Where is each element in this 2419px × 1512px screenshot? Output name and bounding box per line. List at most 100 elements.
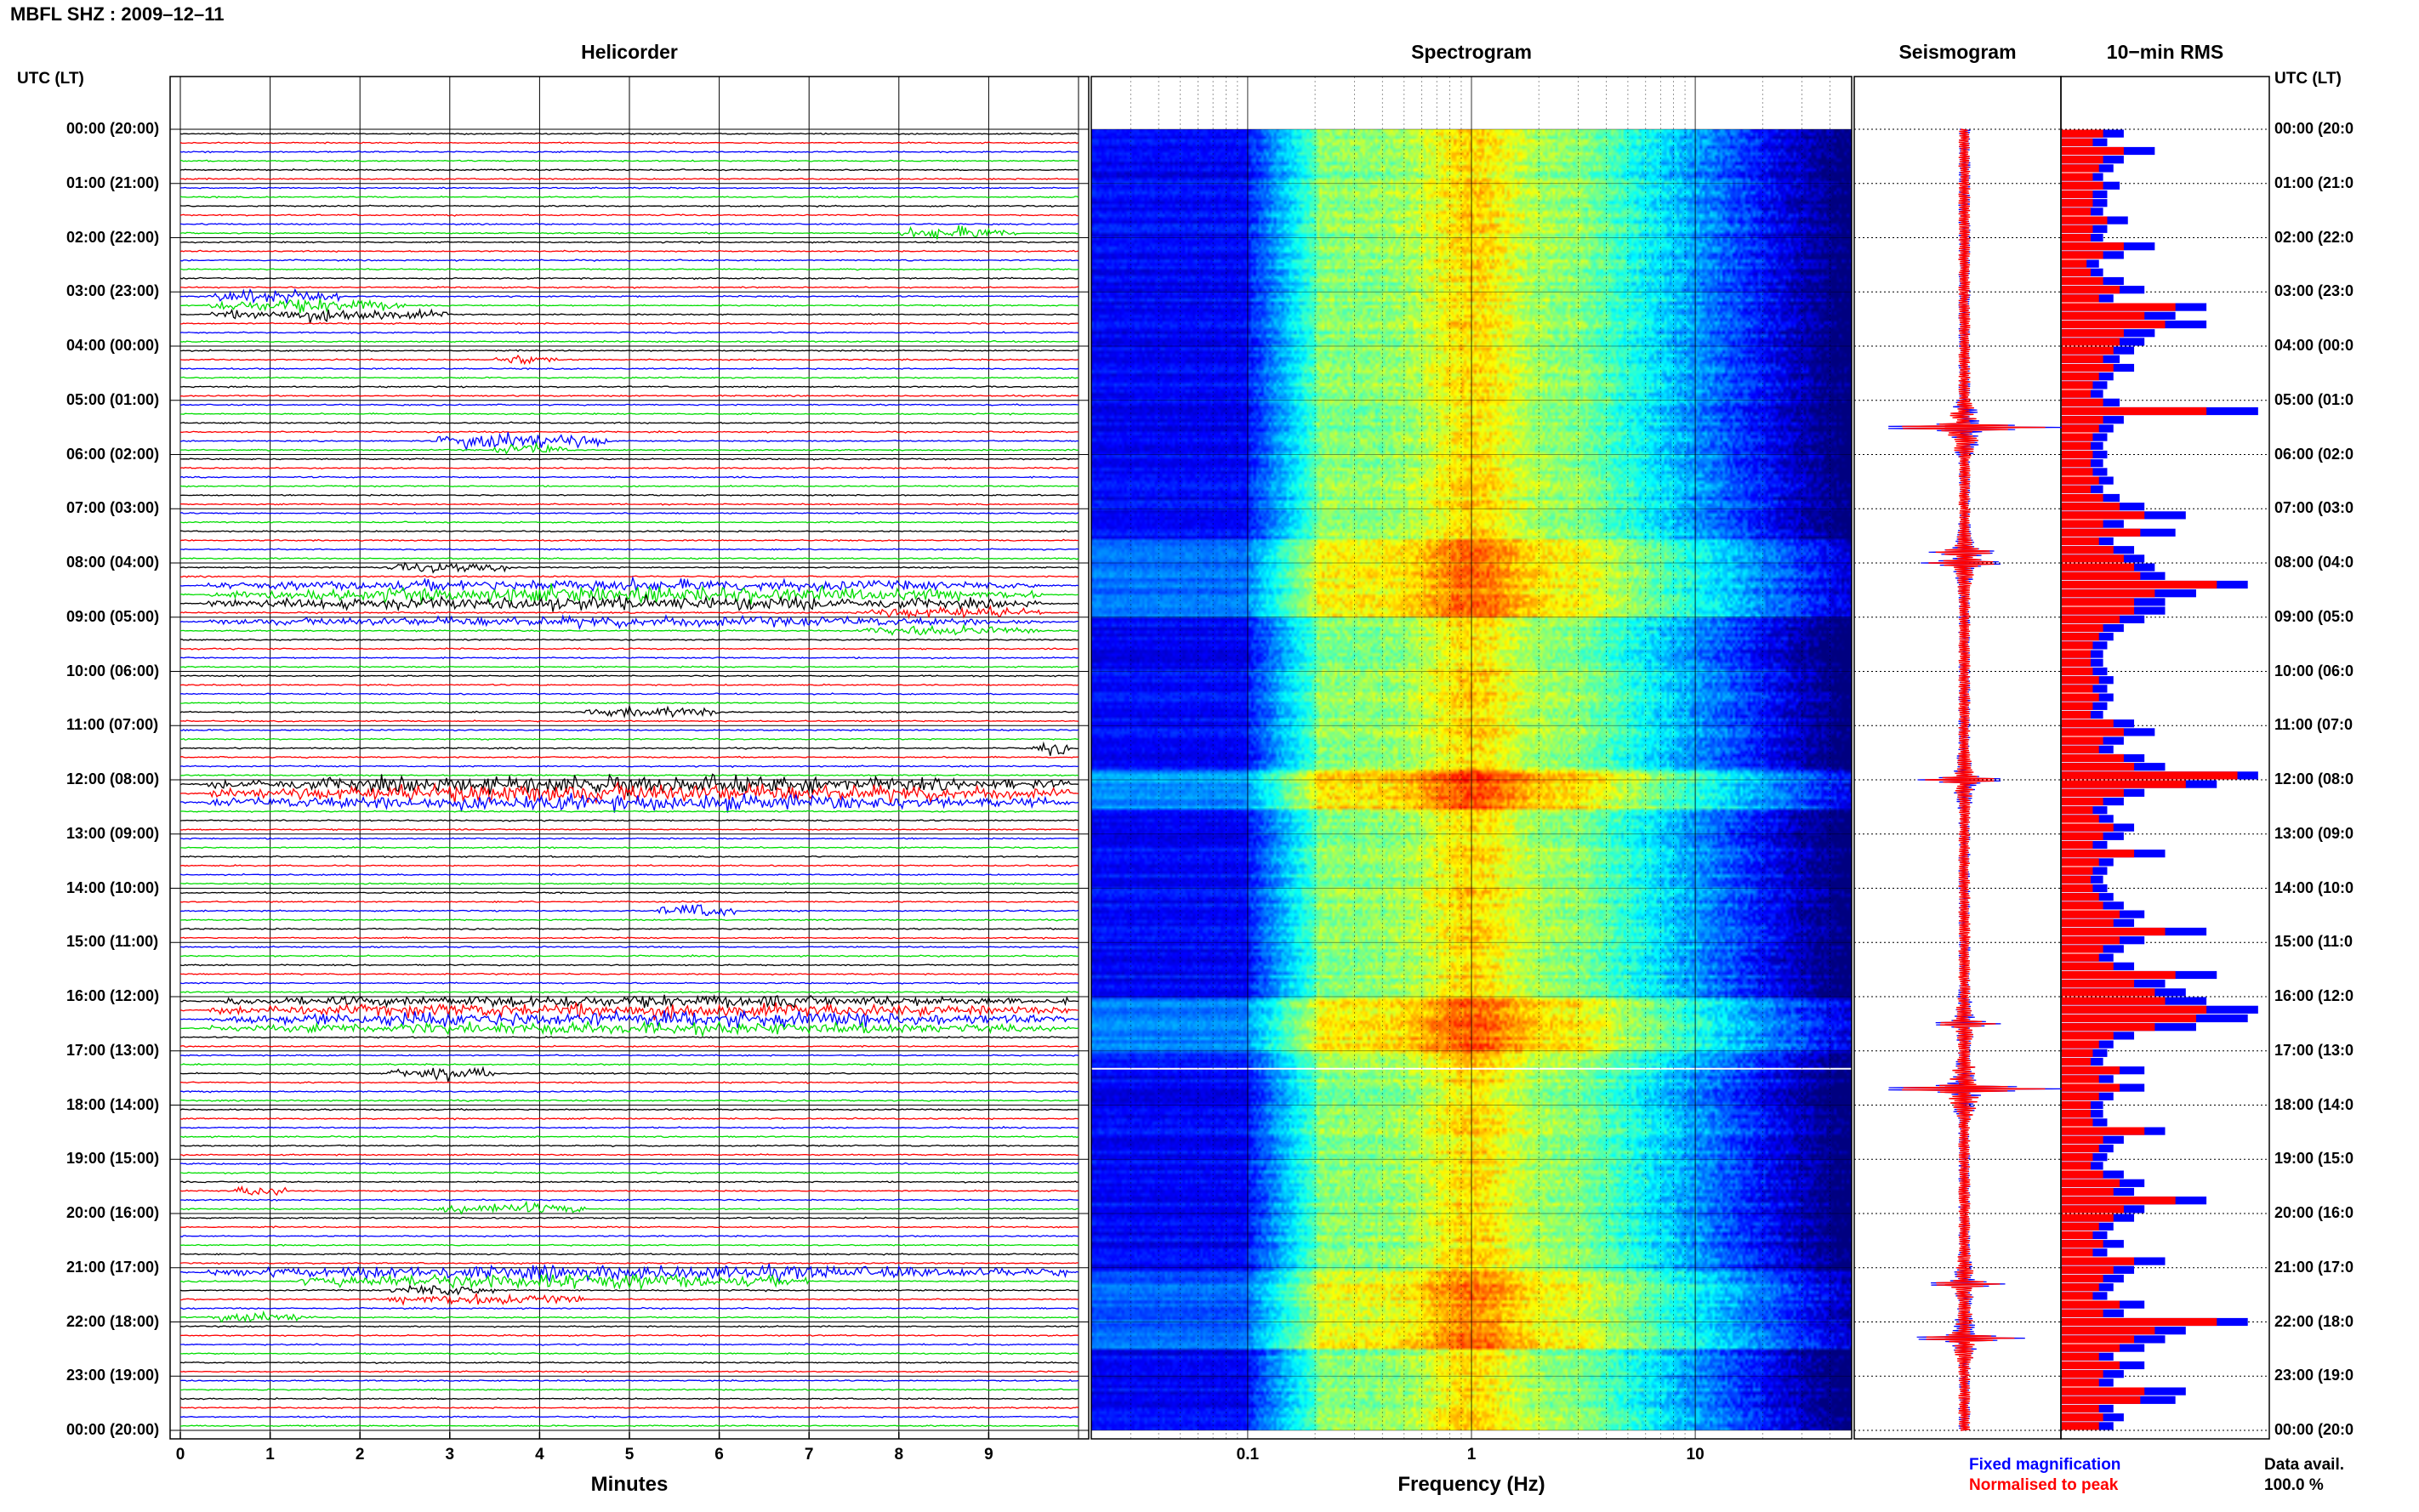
rms-bar-normalised bbox=[2062, 1118, 2093, 1127]
rms-bar-normalised bbox=[2062, 433, 2093, 441]
helicorder-trace bbox=[179, 432, 1079, 452]
rms-bar-normalised bbox=[2062, 1066, 2120, 1075]
helicorder-trace bbox=[179, 1325, 1079, 1328]
time-label-left: 10:00 (06:00) bbox=[66, 662, 160, 679]
rms-bar-normalised bbox=[2062, 901, 2103, 910]
rms-bar-normalised bbox=[2062, 1153, 2093, 1162]
time-label-right: 18:00 (14:0 bbox=[2274, 1095, 2354, 1113]
time-label-left: 08:00 (04:00) bbox=[66, 554, 160, 571]
helicorder-trace bbox=[179, 458, 1079, 461]
helicorder-tick-label: 2 bbox=[355, 1446, 365, 1464]
helicorder-trace bbox=[179, 538, 1079, 543]
helicorder-trace bbox=[179, 1388, 1079, 1391]
helicorder-trace bbox=[179, 793, 1079, 813]
time-label-right: 04:00 (00:0 bbox=[2274, 337, 2354, 354]
axis-ticks bbox=[179, 1432, 990, 1439]
rms-bar-normalised bbox=[2062, 1361, 2120, 1370]
helicorder-trace bbox=[179, 1397, 1079, 1401]
helicorder-trace bbox=[179, 1406, 1079, 1410]
helicorder-trace bbox=[179, 945, 1079, 949]
rms-bar-normalised bbox=[2062, 251, 2103, 259]
time-label-left: 03:00 (23:00) bbox=[66, 282, 160, 300]
helicorder-trace bbox=[179, 222, 1079, 226]
rms-bar-normalised bbox=[2062, 1144, 2099, 1153]
rms-bar-normalised bbox=[2062, 615, 2120, 623]
rms-bar-normalised bbox=[2062, 138, 2093, 146]
rms-bar-normalised bbox=[2062, 850, 2135, 858]
helicorder-trace bbox=[179, 1108, 1079, 1111]
time-label-right: 22:00 (18:0 bbox=[2274, 1312, 2354, 1330]
time-label-left: 06:00 (02:00) bbox=[66, 445, 160, 463]
helicorder-trace bbox=[179, 855, 1079, 859]
rms-bar-normalised bbox=[2062, 858, 2099, 867]
rms-bar-normalised bbox=[2062, 606, 2135, 615]
helicorder-trace bbox=[179, 604, 1079, 620]
helicorder-trace bbox=[179, 827, 1079, 832]
utc-header-left: UTC (LT) bbox=[17, 70, 84, 88]
time-label-right: 11:00 (07:0 bbox=[2274, 716, 2354, 734]
helicorder-trace bbox=[179, 1180, 1079, 1184]
rms-bar-normalised bbox=[2062, 1162, 2092, 1170]
rms-bar-normalised bbox=[2062, 1205, 2124, 1214]
legend-normalised-to-peak: Normalised to peak bbox=[1969, 1476, 2119, 1494]
rms-bar-normalised bbox=[2062, 1005, 2207, 1014]
helicorder-trace bbox=[179, 1002, 1079, 1020]
helicorder-trace bbox=[179, 1284, 1079, 1296]
rms-frame bbox=[2060, 76, 2270, 1440]
helicorder-trace bbox=[179, 249, 1079, 253]
helicorder-trace bbox=[179, 1090, 1079, 1094]
helicorder-trace bbox=[179, 927, 1079, 931]
rms-bar-normalised bbox=[2062, 338, 2120, 346]
helicorder-x-axis-label: Minutes bbox=[590, 1473, 669, 1496]
spectrogram-title: Spectrogram bbox=[1411, 41, 1532, 63]
helicorder-trace bbox=[179, 475, 1079, 479]
helicorder-trace bbox=[179, 703, 1079, 719]
rms-bar-normalised bbox=[2062, 763, 2135, 771]
rms-bar-normalised bbox=[2062, 702, 2093, 710]
rms-bar-normalised bbox=[2062, 1240, 2103, 1248]
helicorder-trace bbox=[179, 307, 1079, 324]
helicorder-trace bbox=[179, 530, 1079, 533]
helicorder-trace bbox=[179, 755, 1079, 759]
helicorder-trace bbox=[179, 1216, 1079, 1219]
rms-bar-normalised bbox=[2062, 311, 2145, 320]
rms-bar-normalised bbox=[2062, 685, 2093, 693]
helicorder-trace bbox=[179, 594, 1079, 612]
time-label-left: 23:00 (19:00) bbox=[66, 1367, 160, 1384]
helicorder-trace bbox=[179, 1066, 1079, 1083]
rms-bar-normalised bbox=[2062, 1222, 2099, 1231]
rms-bar-normalised bbox=[2062, 910, 2120, 918]
helicorder-trace bbox=[179, 781, 1079, 805]
helicorder-trace bbox=[179, 159, 1079, 162]
rms-bar-normalised bbox=[2062, 832, 2103, 840]
rms-bar-normalised bbox=[2062, 970, 2176, 980]
rms-bar-normalised bbox=[2062, 294, 2099, 303]
helicorder-trace bbox=[179, 511, 1079, 515]
helicorder-trace bbox=[179, 737, 1079, 742]
time-label-right: 00:00 (20:0 bbox=[2274, 120, 2354, 137]
helicorder-trace bbox=[179, 132, 1079, 136]
time-label-left: 16:00 (12:00) bbox=[66, 987, 160, 1004]
rms-bar-normalised bbox=[2062, 1387, 2145, 1395]
rms-bar-normalised bbox=[2062, 1395, 2141, 1404]
rms-bar-normalised bbox=[2062, 1378, 2099, 1387]
rms-bar-normalised bbox=[2062, 719, 2114, 728]
time-label-right: 10:00 (06:0 bbox=[2274, 662, 2354, 679]
rms-bar-normalised bbox=[2062, 1127, 2145, 1135]
time-label-right: 19:00 (15:0 bbox=[2274, 1150, 2354, 1168]
helicorder-trace bbox=[179, 485, 1079, 488]
rms-bar-normalised bbox=[2062, 780, 2186, 788]
rms-bar-normalised bbox=[2062, 1231, 2093, 1240]
rms-bar-normalised bbox=[2062, 788, 2124, 797]
helicorder-tick-label: 3 bbox=[445, 1446, 455, 1464]
helicorder-trace bbox=[179, 556, 1079, 560]
rms-bar-normalised bbox=[2062, 806, 2093, 815]
rms-bar-normalised bbox=[2062, 181, 2103, 190]
helicorder-tick-label: 7 bbox=[804, 1446, 814, 1464]
rms-bar-normalised bbox=[2062, 1100, 2092, 1110]
time-label-right: 13:00 (09:0 bbox=[2274, 824, 2354, 842]
helicorder-trace bbox=[179, 864, 1079, 867]
helicorder-title: Helicorder bbox=[581, 41, 678, 63]
rms-bar-normalised bbox=[2062, 276, 2103, 286]
